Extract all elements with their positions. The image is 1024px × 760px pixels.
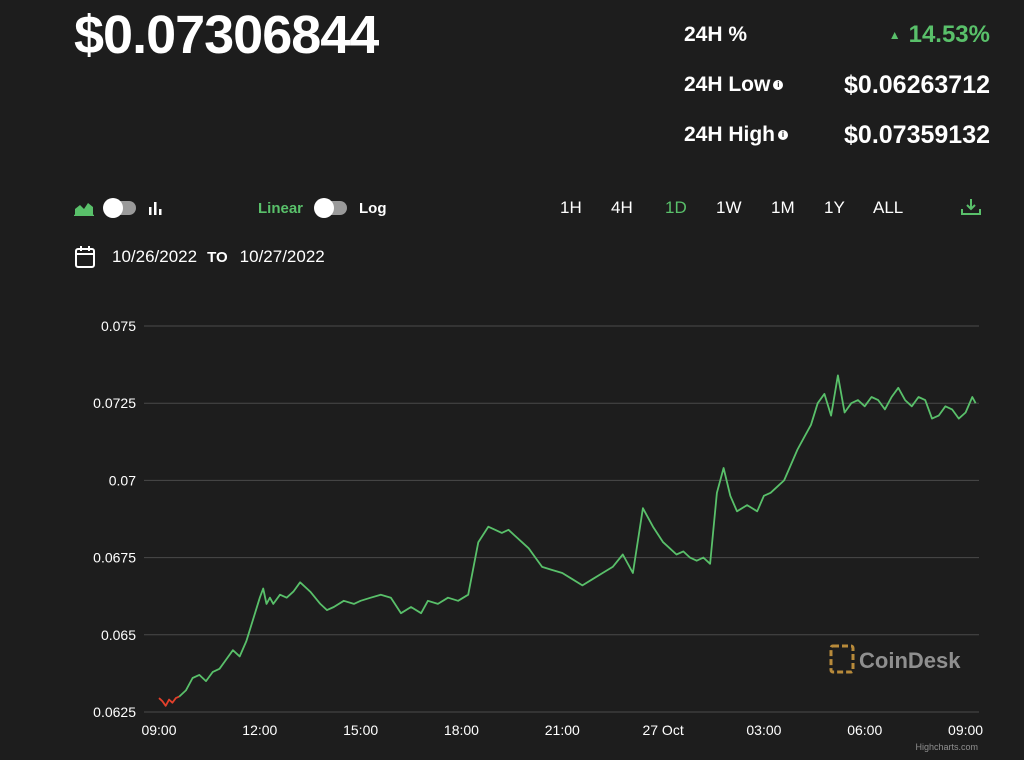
info-icon[interactable]: i (778, 130, 789, 140)
y-tick-label: 0.0725 (93, 395, 136, 411)
range-1h-button[interactable]: 1H (560, 198, 582, 217)
y-tick-label: 0.0625 (93, 704, 136, 720)
stat-label-wrap: 24H High i (684, 123, 789, 147)
series-line-down[interactable] (158, 695, 180, 707)
series-line-up[interactable] (178, 374, 977, 698)
change-percent: 14.53% (908, 21, 990, 48)
stat-24h-low: 24H Low i $0.06263712 (684, 60, 990, 110)
bar-chart-icon[interactable] (148, 200, 164, 216)
x-tick-label: 15:00 (343, 722, 378, 738)
arrow-up-icon: ▲ (888, 28, 901, 42)
stat-value: ▲ 14.53% (889, 21, 990, 49)
chart-type-switch (74, 194, 164, 222)
date-from[interactable]: 10/26/2022 (112, 247, 198, 266)
credit-text[interactable]: Highcharts.com (915, 742, 978, 752)
chart-controls: Linear Log (0, 194, 1024, 222)
y-tick-label: 0.075 (101, 318, 136, 334)
date-range: 10/26/2022 TO 10/27/2022 (74, 245, 325, 269)
x-axis: 09:00 12:00 15:00 18:00 21:00 27 Oct 03:00 06:0… (141, 722, 983, 738)
scale-switch: Linear Log (258, 194, 387, 222)
x-tick-label: 18:00 (444, 722, 479, 738)
toggle-knob (314, 198, 335, 218)
watermark-text: CoinDesk (859, 648, 961, 673)
range-1m-button[interactable]: 1M (771, 198, 795, 217)
x-tick-label: 03:00 (746, 722, 781, 738)
price-series (158, 374, 977, 707)
stat-value: $0.06263712 (844, 70, 990, 99)
range-1y-button[interactable]: 1Y (824, 198, 845, 217)
chart-type-toggle[interactable] (103, 198, 136, 218)
stat-label: 24H Low (684, 73, 771, 96)
x-tick-label: 21:00 (545, 722, 580, 738)
stat-24h-high: 24H High i $0.07359132 (684, 110, 990, 160)
x-tick-label: 09:00 (948, 722, 983, 738)
download-icon[interactable] (960, 197, 982, 217)
toggle-knob (103, 198, 123, 218)
stat-label-wrap: 24H Low i (684, 73, 784, 97)
scale-toggle[interactable] (314, 198, 348, 218)
grid-lines (144, 325, 979, 713)
y-axis: 0.075 0.0725 0.07 0.0675 0.065 0.0625 (93, 318, 136, 720)
calendar-icon[interactable] (74, 245, 96, 269)
x-tick-label: 27 Oct (642, 722, 683, 738)
range-1d-button[interactable]: 1D (665, 198, 687, 217)
current-price: $0.07306844 (74, 5, 379, 65)
info-icon[interactable]: i (773, 80, 784, 90)
area-chart-icon[interactable] (74, 200, 94, 216)
range-1w-button[interactable]: 1W (716, 198, 742, 217)
x-tick-label: 09:00 (141, 722, 176, 738)
range-4h-button[interactable]: 4H (611, 198, 633, 217)
date-to[interactable]: 10/27/2022 (239, 247, 325, 266)
stat-24h-change: 24H % ▲ 14.53% (684, 10, 990, 60)
x-tick-label: 06:00 (847, 722, 882, 738)
y-tick-label: 0.065 (101, 627, 136, 643)
x-tick-label: 12:00 (242, 722, 277, 738)
date-to-label: TO (207, 248, 228, 266)
range-all-button[interactable]: ALL (873, 198, 904, 217)
coindesk-logo-icon (829, 644, 855, 674)
y-tick-label: 0.0675 (93, 550, 136, 566)
stat-label: 24H High (684, 123, 776, 146)
scale-log-label[interactable]: Log (359, 199, 387, 217)
y-tick-label: 0.07 (109, 472, 136, 488)
scale-linear-label[interactable]: Linear (258, 199, 304, 217)
coindesk-watermark: CoinDesk (829, 644, 961, 674)
stats-panel: 24H % ▲ 14.53% 24H Low i $0.06263712 24H… (684, 10, 990, 160)
stat-label: 24H % (684, 23, 748, 46)
stat-value: $0.07359132 (844, 120, 990, 149)
